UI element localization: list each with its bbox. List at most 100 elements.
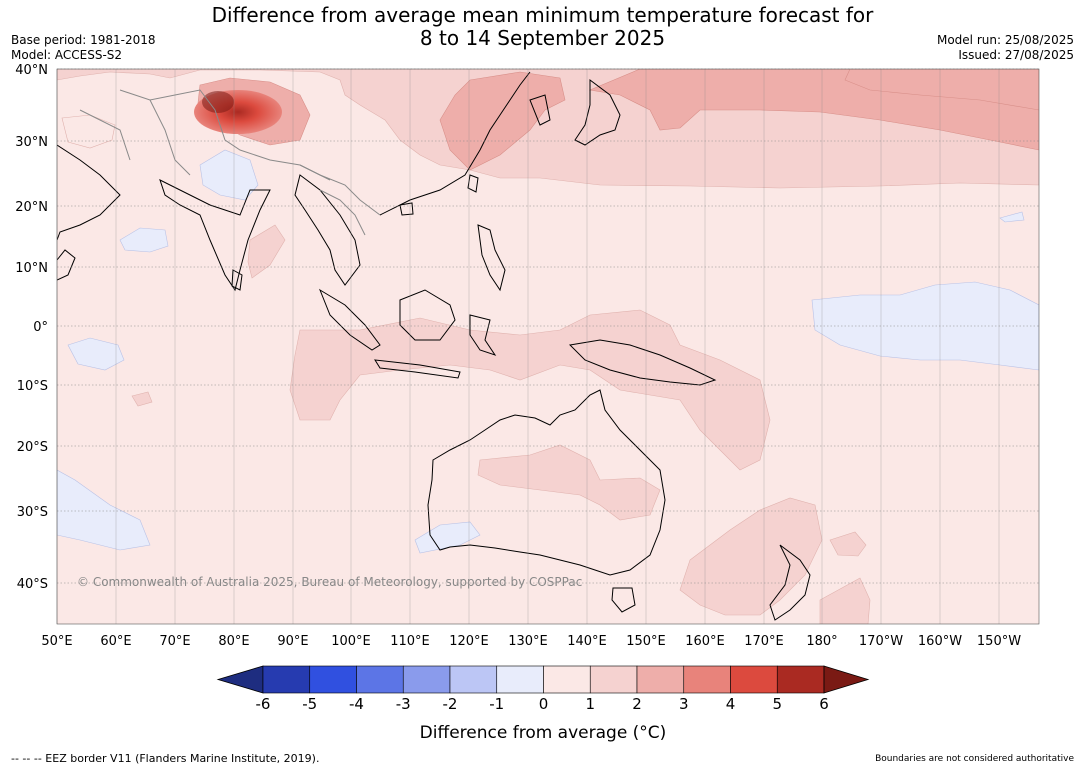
anomaly-zone-minus1-0 bbox=[67, 337, 125, 371]
latitude-label: 0° bbox=[33, 320, 48, 335]
coastline-philippines bbox=[477, 224, 506, 292]
colorbar-swatch bbox=[402, 665, 451, 694]
latitude-label: 10°S bbox=[17, 379, 48, 394]
colorbar-tick-label: -3 bbox=[396, 695, 411, 713]
coastline-sri-lanka bbox=[231, 269, 243, 291]
colorbar-swatch bbox=[309, 665, 357, 694]
model-run: Model run: 25/08/2025 bbox=[936, 33, 1074, 47]
longitude-label: 120°E bbox=[449, 634, 489, 649]
colorbar: -6 -5 -4 -3 -2 -1 0 1 2 3 4 5 6 bbox=[216, 665, 870, 713]
coastline-hainan bbox=[399, 202, 414, 216]
anomaly-shading bbox=[57, 69, 1039, 624]
anomaly-zone-minus1-0 bbox=[57, 469, 151, 551]
longitude-label: 90°E bbox=[277, 634, 308, 649]
colorbar-swatch bbox=[683, 665, 731, 694]
title-line-1: Difference from average mean minimum tem… bbox=[211, 3, 874, 27]
coastline-taiwan bbox=[467, 174, 479, 193]
anomaly-zone-1-2 bbox=[131, 391, 153, 407]
latitude-label: 20°N bbox=[15, 200, 48, 215]
coastline-borneo bbox=[399, 289, 456, 341]
colorbar-tick-label: -6 bbox=[256, 695, 271, 713]
longitude-label: 100°E bbox=[331, 634, 371, 649]
latitude-label: 10°N bbox=[15, 261, 48, 276]
anomaly-zone-2-3 bbox=[439, 71, 566, 171]
colorbar-swatch bbox=[356, 665, 404, 694]
base-period: Base period: 1981-2018 bbox=[11, 33, 156, 47]
latitude-label: 40°S bbox=[17, 577, 48, 592]
border-line bbox=[149, 99, 191, 176]
coastline-sulawesi bbox=[469, 314, 497, 356]
plot-frame bbox=[56, 68, 1040, 625]
longitude-label: 110°E bbox=[390, 634, 430, 649]
latitude-labels: 40°N 30°N 20°N 10°N 0° 10°S 20°S 30°S 40°S bbox=[15, 63, 48, 592]
issued-date: Issued: 27/08/2025 bbox=[958, 48, 1074, 62]
coastline-java bbox=[374, 359, 461, 379]
coastlines bbox=[57, 71, 811, 621]
longitude-label: 150°W bbox=[977, 634, 1021, 649]
coastline-korea bbox=[529, 94, 551, 126]
border-line bbox=[119, 89, 331, 181]
latitude-label: 30°S bbox=[17, 505, 48, 520]
eez-note: -- -- -- EEZ border V11 (Flanders Marine… bbox=[11, 752, 320, 765]
coastline-new-guinea bbox=[568, 339, 717, 386]
anomaly-zone-minus1-0 bbox=[999, 211, 1025, 223]
meta-left: Base period: 1981-2018 Model: ACCESS-S2 bbox=[11, 33, 156, 63]
colorbar-tick-label: 6 bbox=[819, 695, 829, 713]
longitude-label: 70°E bbox=[159, 634, 190, 649]
coastline-australia bbox=[427, 389, 666, 576]
copyright-text: © Commonwealth of Australia 2025, Bureau… bbox=[77, 575, 582, 589]
colorbar-extend-low bbox=[216, 665, 264, 694]
longitude-label: 170°E bbox=[744, 634, 784, 649]
colorbar-swatch bbox=[262, 665, 311, 694]
anomaly-zone-1-2 bbox=[679, 497, 823, 616]
colorbar-swatch bbox=[776, 665, 825, 694]
longitude-label: 140°E bbox=[567, 634, 607, 649]
colorbar-tick-label: -4 bbox=[349, 695, 364, 713]
longitude-label: 180° bbox=[806, 634, 837, 649]
map-title: Difference from average mean minimum tem… bbox=[0, 4, 1085, 50]
coastline-india bbox=[159, 179, 271, 292]
anomaly-hotspot-core bbox=[202, 91, 234, 113]
anomaly-zone-2-3 bbox=[844, 69, 1039, 111]
longitude-label: 170°W bbox=[859, 634, 903, 649]
anomaly-zone-minus1-0 bbox=[119, 227, 169, 253]
border-line bbox=[79, 109, 131, 161]
longitude-label: 80°E bbox=[218, 634, 249, 649]
colorbar-tick-label: 2 bbox=[632, 695, 642, 713]
country-borders bbox=[79, 89, 381, 236]
colorbar-tick-label: 3 bbox=[679, 695, 689, 713]
model-name: Model: ACCESS-S2 bbox=[11, 48, 123, 62]
colorbar-swatch bbox=[496, 665, 544, 694]
boundaries-note: Boundaries are not considered authoritat… bbox=[875, 754, 1074, 764]
longitude-label: 160°W bbox=[918, 634, 962, 649]
colorbar-tick-label: -1 bbox=[489, 695, 504, 713]
colorbar-swatch bbox=[543, 665, 591, 694]
colorbar-swatch bbox=[449, 665, 498, 694]
border-line bbox=[299, 164, 381, 216]
longitude-labels: 50°E 60°E 70°E 80°E 90°E 100°E 110°E 120°E 130°E… bbox=[41, 634, 1021, 649]
colorbar-tick-label: -5 bbox=[302, 695, 317, 713]
anomaly-zone-1-2 bbox=[829, 531, 867, 557]
latitude-label: 20°S bbox=[17, 440, 48, 455]
coastline-arabia bbox=[57, 144, 121, 241]
coastline-japan bbox=[574, 79, 621, 146]
border-line bbox=[319, 189, 366, 236]
colorbar-tick-label: -2 bbox=[443, 695, 458, 713]
colorbar-tick-label: 0 bbox=[539, 695, 549, 713]
longitude-label: 150°E bbox=[626, 634, 666, 649]
latitude-label: 40°N bbox=[15, 63, 48, 78]
coastline-sumatra bbox=[318, 288, 381, 351]
longitude-label: 60°E bbox=[100, 634, 131, 649]
colorbar-tick-label: 1 bbox=[585, 695, 595, 713]
coastline-tasmania bbox=[611, 587, 636, 613]
latitude-label: 30°N bbox=[15, 135, 48, 150]
longitude-label: 50°E bbox=[41, 634, 72, 649]
colorbar-swatch bbox=[636, 665, 685, 694]
colorbar-tick-label: 5 bbox=[772, 695, 782, 713]
colorbar-swatch bbox=[730, 665, 778, 694]
anomaly-zone-minus1-0 bbox=[199, 149, 259, 201]
coastline-africa bbox=[57, 249, 76, 281]
colorbar-label: Difference from average (°C) bbox=[420, 723, 667, 743]
meta-right: Model run: 25/08/2025 Issued: 27/08/2025 bbox=[937, 33, 1074, 63]
